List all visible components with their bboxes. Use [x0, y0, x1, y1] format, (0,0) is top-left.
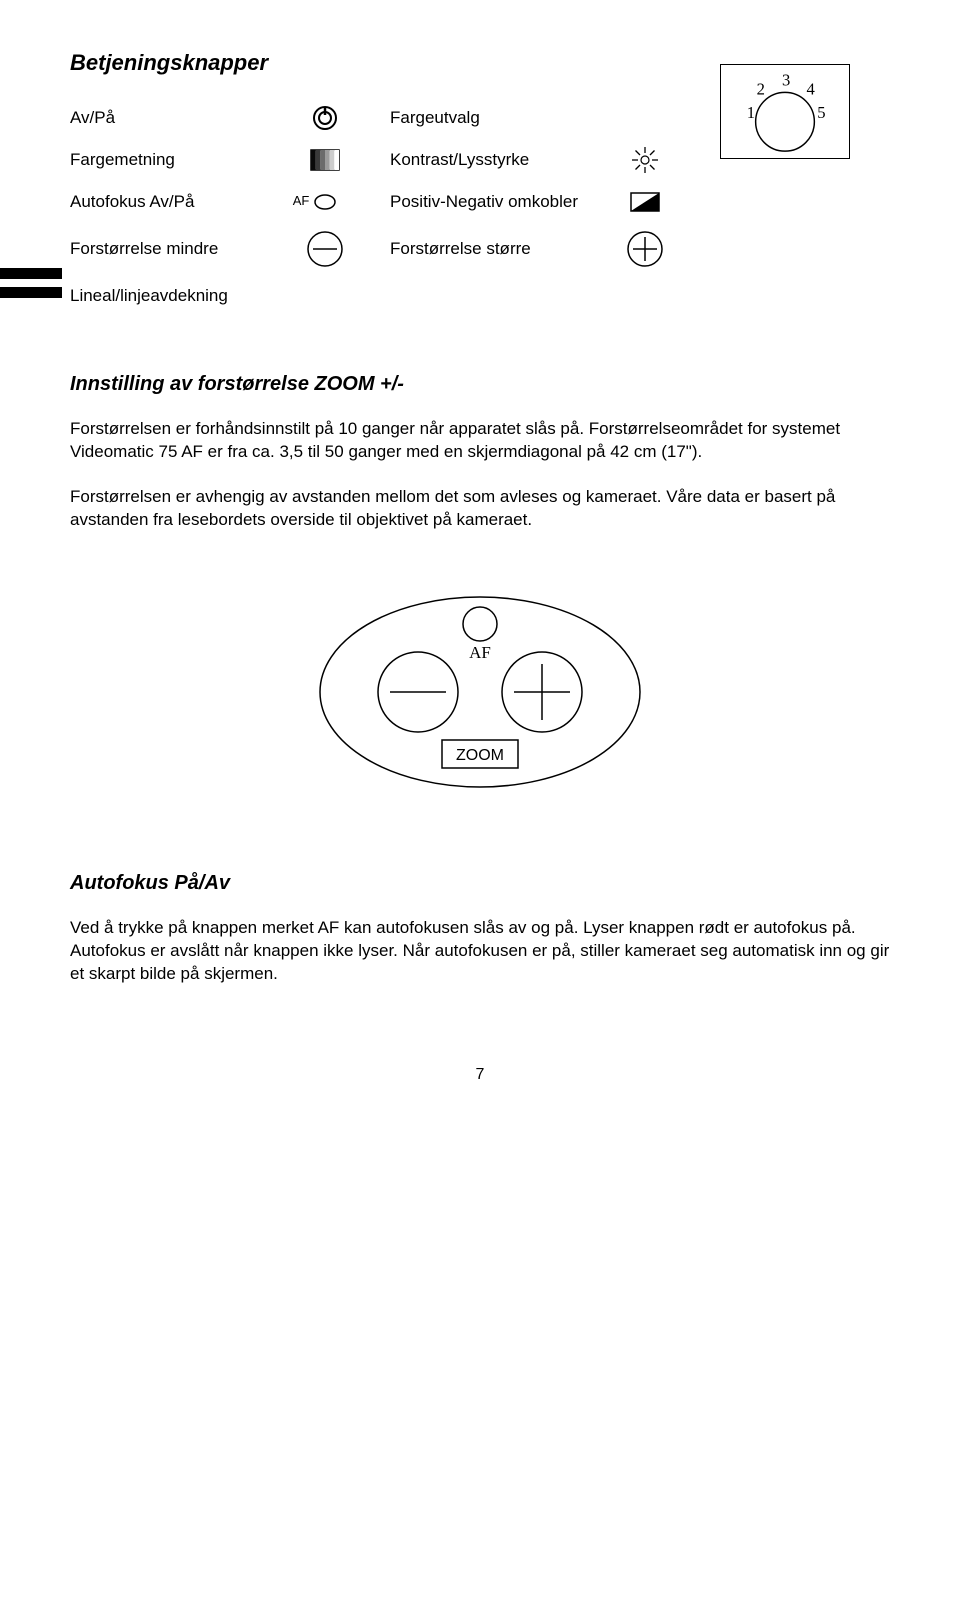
control-posneg: Positiv-Negativ omkobler	[390, 188, 890, 216]
dial-label-2: 2	[757, 79, 765, 98]
zoom-label: ZOOM	[456, 747, 504, 764]
control-zoom-in: Forstørrelse større	[390, 230, 890, 268]
control-label: Forstørrelse større	[390, 239, 620, 259]
control-zoom-out: Forstørrelse mindre	[70, 230, 350, 268]
paragraph-1: Forstørrelsen er forhåndsinnstilt på 10 …	[70, 418, 890, 464]
control-label: Positiv-Negativ omkobler	[390, 192, 620, 212]
control-label: Fargemetning	[70, 150, 300, 170]
posneg-icon	[620, 192, 670, 212]
controls-right-column: 1 2 3 4 5 Fargeutvalg Kontrast/Lysstyrke	[390, 104, 890, 303]
control-label: Autofokus Av/På	[70, 192, 280, 212]
control-lines: Lineal/linjeavdekning	[70, 282, 350, 310]
control-label: Forstørrelse mindre	[70, 239, 300, 259]
dial-label-1: 1	[747, 103, 755, 122]
af-circle-icon: AF	[280, 193, 350, 211]
color-dial: 1 2 3 4 5	[720, 64, 850, 159]
control-label: Fargeutvalg	[390, 108, 620, 128]
paragraph-2: Forstørrelsen er avhengig av avstanden m…	[70, 486, 890, 532]
circle-minus-icon	[300, 230, 350, 268]
dial-label-3: 3	[782, 71, 790, 90]
autofocus-section-title: Autofokus På/Av	[70, 872, 890, 895]
control-label: Lineal/linjeavdekning	[70, 286, 350, 306]
zoom-panel-diagram: AF ZOOM	[310, 582, 650, 802]
zoom-section-title: Innstilling av forstørrelse ZOOM +/-	[70, 373, 890, 396]
gradient-icon	[300, 149, 350, 171]
af-label: AF	[469, 643, 491, 662]
controls-left-column: Av/På Fargemetning	[70, 104, 350, 303]
control-label: Kontrast/Lysstyrke	[390, 150, 620, 170]
sun-icon	[620, 146, 670, 174]
control-autofocus: Autofokus Av/På AF	[70, 188, 350, 216]
control-power: Av/På	[70, 104, 350, 132]
control-saturation: Fargemetning	[70, 146, 350, 174]
dial-label-4: 4	[807, 79, 816, 98]
page-number: 7	[70, 1066, 890, 1084]
controls-grid: Av/På Fargemetning	[70, 104, 890, 303]
paragraph-3: Ved å trykke på knappen merket AF kan au…	[70, 917, 890, 986]
dial-label-5: 5	[817, 103, 825, 122]
control-label: Av/På	[70, 108, 300, 128]
circle-plus-icon	[620, 230, 670, 268]
power-icon	[300, 105, 350, 131]
